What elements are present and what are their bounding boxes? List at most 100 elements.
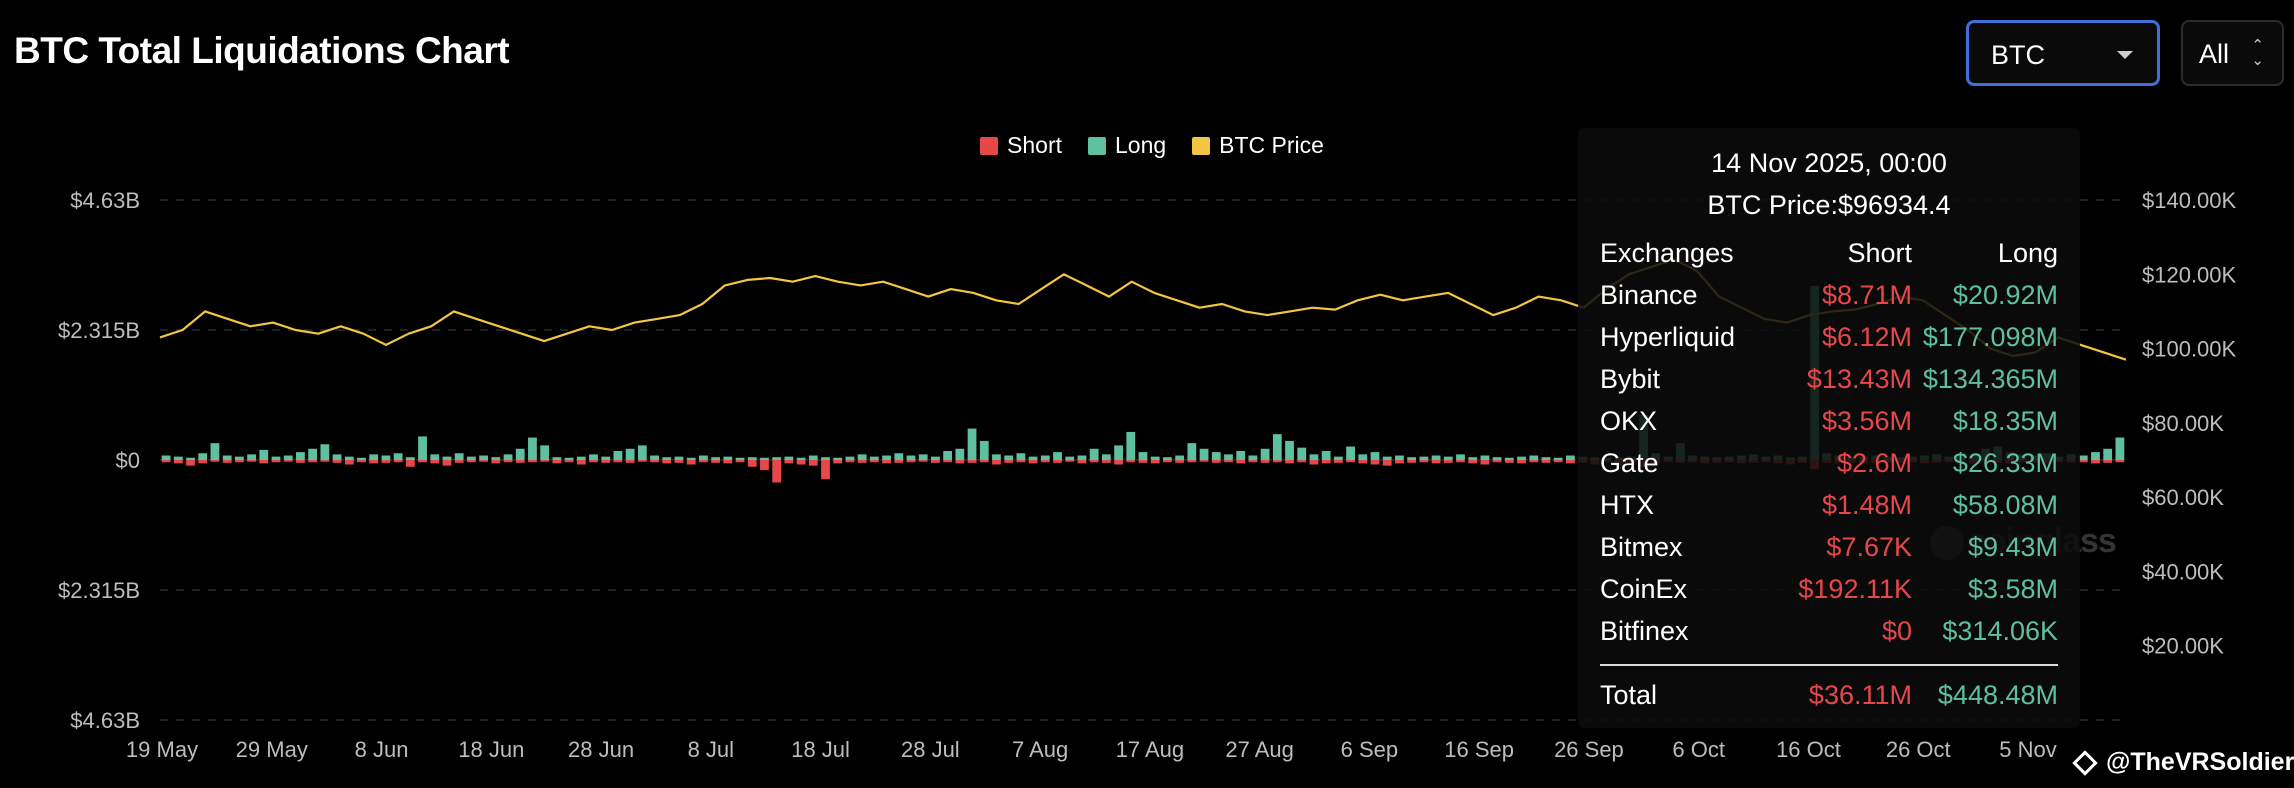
long-bar [845, 456, 855, 460]
chevron-down-icon [2117, 51, 2133, 59]
long-bar [1150, 456, 1160, 460]
legend-swatch-short [980, 136, 999, 155]
short-bar [821, 460, 830, 480]
short-bar [1211, 460, 1221, 463]
x-tick-label: 28 Jun [568, 737, 634, 762]
short-bar [1187, 460, 1197, 463]
long-bar [1346, 446, 1355, 460]
tooltip-header-row: Exchanges Short Long [1600, 232, 2058, 274]
short-bar [564, 460, 574, 463]
y-left-tick-label: $2.315B [58, 578, 140, 603]
tooltip-header-long: Long [1997, 237, 2058, 268]
short-bar [1541, 460, 1551, 463]
page-title: BTC Total Liquidations Chart [14, 30, 510, 71]
short-bar [699, 460, 708, 463]
long-bar [320, 444, 330, 460]
short-bar [1333, 460, 1343, 463]
long-bar [296, 452, 305, 460]
short-bar [1077, 460, 1087, 464]
short-bar [540, 460, 550, 462]
short-bar [1382, 460, 1392, 466]
tooltip-short-value: $3.56M [1821, 405, 1912, 436]
short-bar [992, 460, 1001, 465]
coin-select[interactable]: BTC [1966, 20, 2160, 86]
long-bar [308, 448, 318, 460]
legend-item-short[interactable]: Short [980, 132, 1062, 159]
short-bar [906, 460, 916, 463]
x-tick-label: 7 Aug [1012, 737, 1068, 762]
tooltip-row: Hyperliquid $6.12M $177.098M [1600, 316, 2058, 358]
long-bar [357, 457, 366, 460]
short-bar [576, 460, 586, 465]
long-bar [992, 454, 1001, 460]
short-bar [1419, 460, 1429, 463]
long-bar [1431, 455, 1441, 460]
short-bar [857, 460, 867, 463]
x-tick-label: 6 Sep [1341, 737, 1399, 762]
short-bar [528, 460, 537, 463]
short-bar [332, 460, 342, 463]
short-bar [1358, 460, 1368, 464]
long-bar [613, 451, 623, 460]
tooltip-long-value: $26.33M [1952, 447, 2058, 478]
long-bar [466, 456, 476, 460]
long-bar [1468, 457, 1478, 460]
short-bar [1395, 460, 1404, 464]
short-bar [650, 460, 659, 463]
short-bar [625, 460, 635, 463]
long-bar [589, 454, 598, 460]
short-bar [234, 460, 244, 463]
y-right-tick-label: $40.00K [2142, 559, 2224, 584]
long-bar [1321, 451, 1331, 460]
long-bar [906, 455, 916, 460]
legend-item-price[interactable]: BTC Price [1192, 132, 1324, 159]
short-bar [772, 460, 782, 483]
short-bar [1321, 460, 1331, 464]
long-bar [576, 456, 586, 460]
short-bar [674, 460, 684, 463]
y-right-tick-label: $80.00K [2142, 411, 2224, 436]
long-bar [271, 456, 281, 460]
tooltip-exchange: Binance [1600, 279, 1698, 310]
tooltip-long-value: $58.08M [1952, 489, 2058, 520]
x-tick-label: 17 Aug [1116, 737, 1185, 762]
long-bar [1077, 455, 1087, 460]
long-bar [1260, 448, 1270, 460]
long-bar [1541, 457, 1551, 460]
long-bar [418, 436, 427, 460]
long-bar [332, 454, 342, 460]
tooltip-price: BTC Price:$96934.4 [1707, 190, 1951, 220]
short-bar [1468, 460, 1478, 464]
y-right-tick-label: $60.00K [2142, 485, 2224, 510]
long-bar [882, 455, 891, 460]
short-bar [479, 460, 488, 462]
long-bar [1333, 456, 1343, 460]
long-bar [760, 457, 769, 460]
short-bar [418, 460, 427, 463]
coin-select-value: BTC [1991, 40, 2045, 70]
legend-label-long: Long [1115, 132, 1167, 158]
short-bar [1553, 460, 1563, 463]
long-bar [1565, 455, 1575, 460]
long-bar [1285, 440, 1294, 460]
long-bar [161, 455, 171, 460]
short-bar [1053, 460, 1062, 463]
y-right-tick-label: $20.00K [2142, 634, 2224, 659]
short-bar [1285, 460, 1294, 464]
short-bar [1565, 460, 1575, 464]
long-bar [1504, 457, 1514, 460]
tooltip-long-value: $18.35M [1952, 405, 2058, 436]
legend-item-long[interactable]: Long [1088, 132, 1166, 159]
short-bar [247, 460, 256, 462]
x-tick-label: 18 Jul [791, 737, 850, 762]
short-bar [637, 460, 647, 462]
tooltip-row: Bybit $13.43M $134.365M [1600, 358, 2058, 400]
short-bar [454, 460, 464, 463]
short-bar [735, 460, 745, 463]
short-bar [723, 460, 733, 464]
long-bar [1395, 455, 1404, 460]
range-select[interactable]: All ⌃ ⌄ [2181, 20, 2284, 86]
up-down-icon: ⌃ ⌄ [2251, 37, 2264, 69]
author-handle: @TheVRSoldier [2106, 748, 2294, 776]
long-bar [2078, 455, 2088, 460]
